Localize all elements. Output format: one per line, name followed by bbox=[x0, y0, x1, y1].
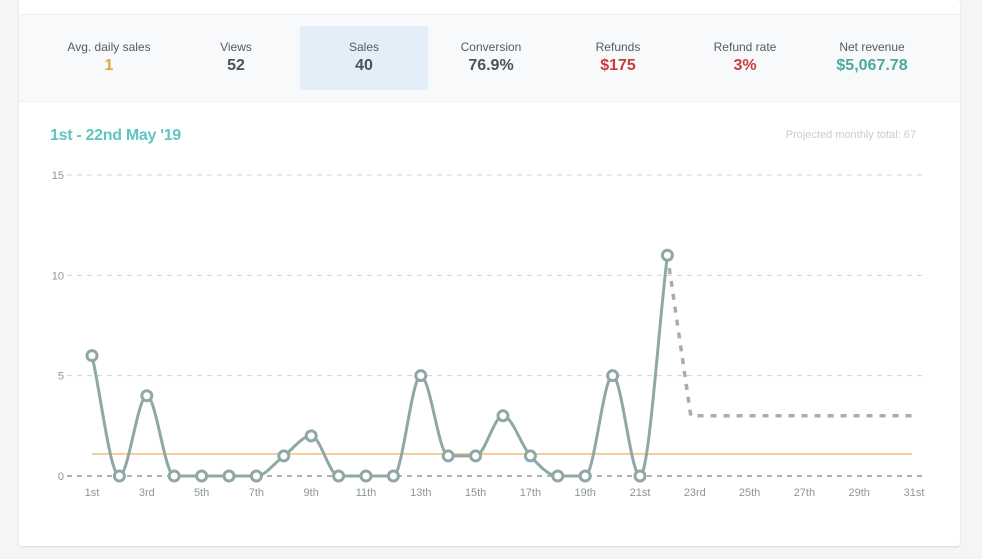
data-point bbox=[496, 409, 510, 423]
stat-value: 3% bbox=[733, 57, 757, 74]
stat-refund-rate[interactable]: Refund rate 3% bbox=[681, 26, 809, 90]
stat-label: Conversion bbox=[460, 40, 522, 54]
stat-label: Avg. daily sales bbox=[67, 40, 151, 54]
stat-net-revenue[interactable]: Net revenue $5,067.78 bbox=[808, 26, 936, 90]
stat-value: 52 bbox=[227, 57, 245, 74]
data-point bbox=[469, 449, 483, 463]
data-point bbox=[277, 449, 291, 463]
data-point bbox=[606, 369, 620, 383]
x-tick-label: 11th bbox=[356, 487, 377, 499]
x-tick-label: 17th bbox=[520, 487, 541, 499]
x-tick-label: 7th bbox=[249, 487, 264, 499]
x-tick-label: 19th bbox=[574, 487, 595, 499]
data-point bbox=[523, 449, 537, 463]
sales-card: Avg. daily sales 1 Views 52 Sales 40 Conversio… bbox=[19, 0, 960, 546]
stat-label: Refund rate bbox=[713, 40, 777, 54]
stat-value: 1 bbox=[104, 57, 114, 74]
data-point bbox=[167, 469, 181, 483]
x-tick-label: 29th bbox=[848, 487, 869, 499]
stat-refunds[interactable]: Refunds $175 bbox=[554, 26, 682, 90]
stat-label: Sales bbox=[348, 40, 380, 54]
data-point bbox=[551, 469, 565, 483]
data-point bbox=[359, 469, 373, 483]
data-point bbox=[304, 429, 318, 443]
y-tick-label: 15 bbox=[52, 170, 64, 182]
data-point bbox=[195, 469, 209, 483]
projection-line bbox=[665, 255, 914, 418]
x-tick-label: 9th bbox=[304, 487, 319, 499]
projected-total: Projected monthly total: 67 bbox=[785, 129, 916, 141]
stat-conversion[interactable]: Conversion 76.9% bbox=[427, 26, 555, 90]
stat-label: Refunds bbox=[595, 40, 641, 54]
stat-value: $175 bbox=[600, 57, 636, 74]
x-tick-label: 1st bbox=[85, 487, 100, 499]
y-tick-label: 5 bbox=[58, 371, 64, 383]
data-point bbox=[140, 389, 154, 403]
stats-bar: Avg. daily sales 1 Views 52 Sales 40 Conversio… bbox=[19, 14, 960, 102]
data-point bbox=[222, 469, 236, 483]
data-point bbox=[85, 349, 99, 363]
stat-views[interactable]: Views 52 bbox=[172, 26, 300, 90]
data-point bbox=[633, 469, 647, 483]
stat-value: $5,067.78 bbox=[836, 57, 908, 74]
y-tick-label: 0 bbox=[58, 471, 64, 483]
stat-label: Net revenue bbox=[839, 40, 905, 54]
x-tick-label: 3rd bbox=[139, 487, 155, 499]
data-point bbox=[112, 469, 126, 483]
stat-sales[interactable]: Sales 40 bbox=[300, 26, 428, 90]
x-tick-label: 25th bbox=[739, 487, 760, 499]
data-point bbox=[332, 469, 346, 483]
x-tick-label: 13th bbox=[410, 487, 431, 499]
x-tick-label: 27th bbox=[794, 487, 815, 499]
data-point bbox=[249, 469, 263, 483]
x-tick-label: 15th bbox=[465, 487, 486, 499]
y-tick-label: 10 bbox=[52, 270, 64, 282]
x-tick-label: 5th bbox=[194, 487, 209, 499]
stat-value: 40 bbox=[355, 57, 373, 74]
x-tick-label: 31st bbox=[904, 487, 925, 499]
data-point bbox=[386, 469, 400, 483]
x-tick-label: 23rd bbox=[684, 487, 706, 499]
stat-label: Views bbox=[220, 40, 252, 54]
sales-series-line bbox=[90, 255, 669, 478]
data-point bbox=[660, 248, 674, 262]
data-point bbox=[441, 449, 455, 463]
data-point bbox=[414, 369, 428, 383]
data-point bbox=[578, 469, 592, 483]
chart-title: 1st - 22nd May '19 bbox=[50, 127, 181, 144]
stat-value: 76.9% bbox=[468, 57, 514, 74]
stat-avg-daily-sales[interactable]: Avg. daily sales 1 bbox=[45, 26, 173, 90]
x-tick-label: 21st bbox=[630, 487, 651, 499]
